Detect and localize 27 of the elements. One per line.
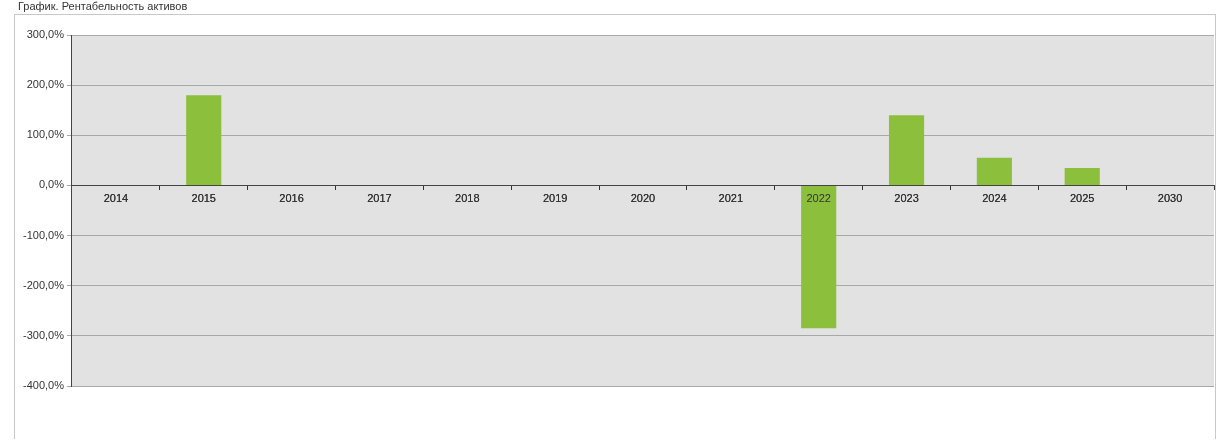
x-tick-label: 2023: [894, 192, 919, 205]
y-tick-label: 0,0%: [38, 178, 65, 191]
x-tick-label: 2019: [542, 192, 568, 205]
x-tick-label: 2015: [191, 192, 216, 205]
x-tick-label: 2018: [455, 192, 480, 205]
x-tick-label: 2022: [806, 192, 831, 205]
x-tick-label: 2021: [718, 192, 744, 205]
bar: [801, 185, 837, 329]
y-tick-label: -300,0%: [22, 328, 65, 341]
bar: [1064, 167, 1100, 185]
y-tick-label: -400,0%: [22, 379, 65, 392]
bar: [888, 115, 925, 185]
bar: [976, 157, 1012, 185]
x-tick-label: 2025: [1069, 192, 1095, 205]
x-tick-label: 2020: [630, 192, 656, 205]
y-tick-label: 200,0%: [26, 78, 65, 91]
x-tick-label: 2014: [103, 192, 129, 205]
y-tick-label: -100,0%: [22, 228, 65, 241]
y-tick-label: -200,0%: [22, 278, 65, 291]
chart-title: График. Рентабельность активов: [18, 0, 188, 13]
x-tick-label: 2024: [982, 192, 1007, 205]
x-tick-label: 2030: [1157, 192, 1183, 205]
x-tick-label: 2016: [279, 192, 304, 205]
bar: [186, 95, 222, 185]
y-tick-label: 300,0%: [26, 28, 65, 41]
y-tick-label: 100,0%: [26, 128, 65, 141]
x-tick-label: 2017: [367, 192, 392, 205]
